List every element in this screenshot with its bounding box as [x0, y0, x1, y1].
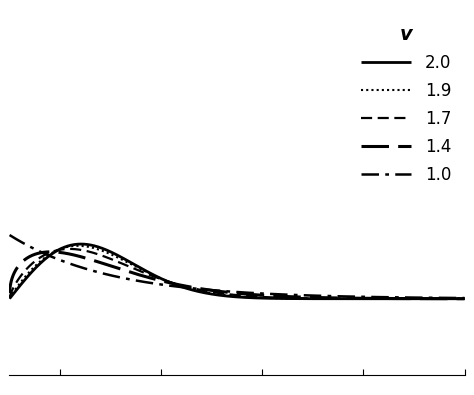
Legend: 2.0, 1.9, 1.7, 1.4, 1.0: 2.0, 1.9, 1.7, 1.4, 1.0	[356, 20, 456, 189]
